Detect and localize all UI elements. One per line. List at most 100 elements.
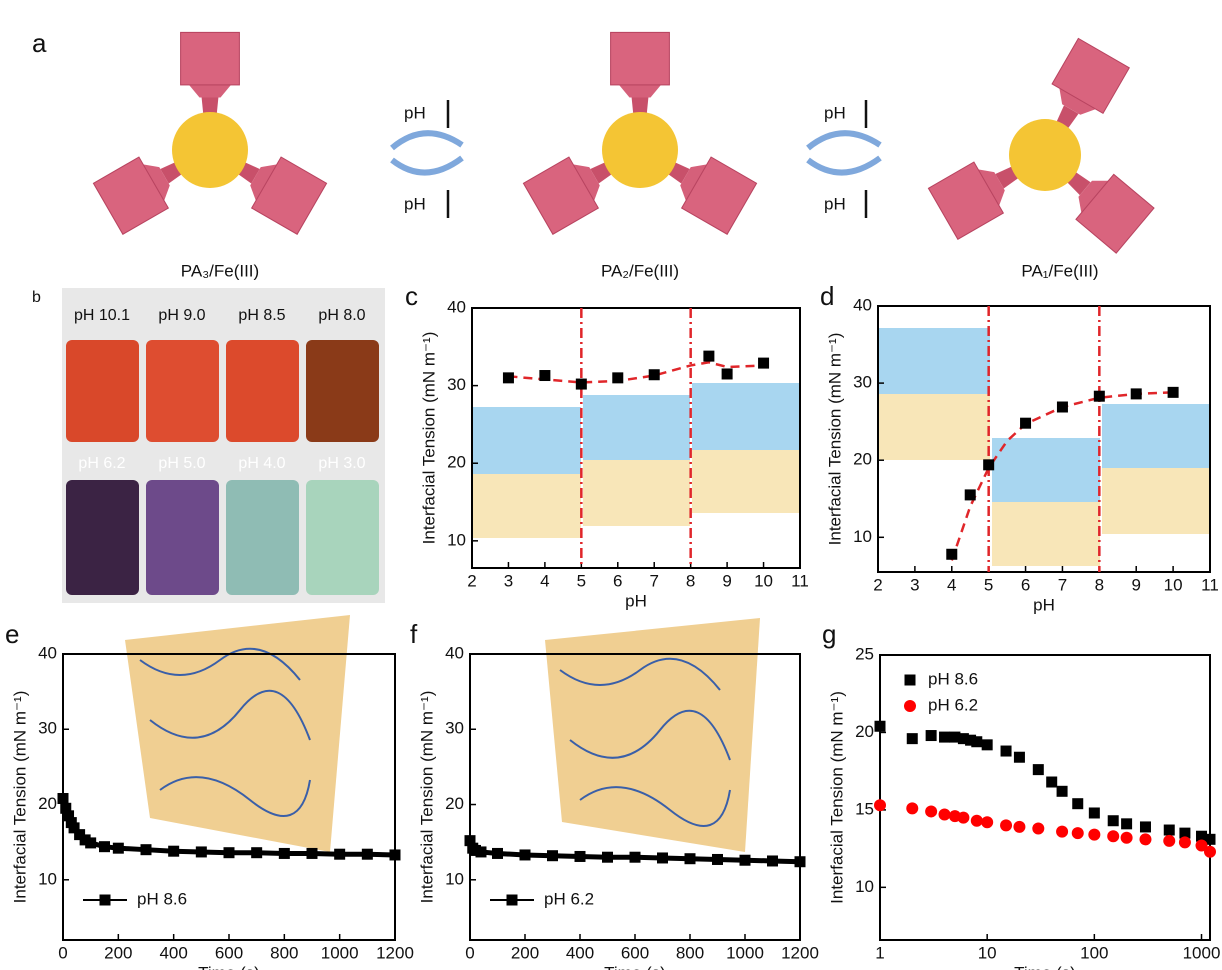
y-axis-title: Interfacial Tension (mN m⁻¹) (419, 332, 438, 545)
point (982, 739, 993, 750)
legend-label: pH 8.6 (137, 889, 187, 908)
point (1032, 822, 1044, 834)
point (1057, 402, 1068, 413)
x-tick-label: 400 (566, 943, 594, 962)
point (547, 850, 558, 861)
point (925, 805, 937, 817)
species-label: PA₂/Fe(III) (601, 261, 679, 280)
y-tick-label: 20 (853, 450, 872, 469)
point (1140, 821, 1151, 832)
vial-label: pH 5.0 (158, 455, 205, 472)
x-tick-label: 6 (1021, 575, 1030, 594)
point (957, 812, 969, 824)
y-tick-label: 40 (38, 643, 57, 662)
point (1107, 830, 1119, 842)
point (875, 721, 886, 732)
panel-label: d (820, 281, 834, 311)
x-tick-label: 9 (1131, 575, 1140, 594)
y-tick-label: 20 (447, 453, 466, 472)
y-tick-label: 10 (38, 869, 57, 888)
point (224, 847, 235, 858)
point (874, 799, 886, 811)
x-axis-title: pH (625, 591, 647, 610)
point (939, 732, 950, 743)
figure: a pH pH pH pH PA₃/ (0, 0, 1222, 970)
x-tick-label: 10 (978, 943, 997, 962)
point (1057, 786, 1068, 797)
panel-label: a (32, 28, 47, 58)
point (113, 843, 124, 854)
point (939, 809, 951, 821)
arrow-label: pH (824, 194, 846, 213)
y-tick-label: 40 (447, 297, 466, 316)
point (58, 793, 69, 804)
vial-label: pH 3.0 (318, 455, 365, 472)
legend-label: pH 8.6 (928, 669, 978, 688)
x-tick-label: 2 (467, 571, 476, 590)
vial-label: pH 4.0 (238, 455, 285, 472)
legend-marker (507, 895, 518, 906)
legend-marker (905, 675, 916, 686)
point (1001, 746, 1012, 757)
legend-marker (904, 700, 916, 712)
point (307, 848, 318, 859)
x-tick-label: 1000 (321, 943, 359, 962)
point (965, 489, 976, 500)
legend-label: pH 6.2 (928, 695, 978, 714)
molecule (93, 32, 326, 234)
point (703, 351, 714, 362)
point (906, 802, 918, 814)
x-axis-title: Time (s) (1014, 963, 1076, 970)
x-tick-label: 200 (511, 943, 539, 962)
x-tick-label: 11 (791, 571, 809, 590)
x-tick-label: 400 (159, 943, 187, 962)
point (712, 854, 723, 865)
y-axis-title: Interfacial Tension (mN m⁻¹) (825, 333, 844, 546)
x-axis-title: pH (1033, 595, 1055, 614)
vial-label: pH 10.1 (74, 307, 130, 324)
x-tick-label: 0 (58, 943, 67, 962)
x-tick-label: 5 (577, 571, 586, 590)
point (1000, 819, 1012, 831)
point (971, 736, 982, 747)
point (334, 849, 345, 860)
x-tick-label: 3 (504, 571, 513, 590)
point (758, 358, 769, 369)
arrow-label: pH (824, 103, 846, 122)
point (575, 851, 586, 862)
schematic: a pH pH pH pH PA₃/ (32, 28, 1154, 281)
x-tick-label: 200 (104, 943, 132, 962)
point (946, 549, 957, 560)
point (141, 844, 152, 855)
y-tick-label: 30 (445, 719, 464, 738)
vial-label: pH 8.5 (238, 307, 285, 324)
y-tick-label: 25 (855, 644, 874, 663)
point (1020, 418, 1031, 429)
point (476, 846, 487, 857)
point (907, 733, 918, 744)
y-tick-label: 30 (447, 375, 466, 394)
point (685, 853, 696, 864)
x-tick-label: 1000 (726, 943, 764, 962)
x-tick-label: 11 (1201, 575, 1219, 594)
x-tick-label: 8 (686, 571, 695, 590)
panel-label: b (32, 289, 41, 306)
y-axis-title: Interfacial Tension (mN m⁻¹) (827, 691, 846, 904)
x-tick-label: 1200 (376, 943, 414, 962)
legend-label: pH 6.2 (544, 889, 594, 908)
point (251, 847, 262, 858)
y-tick-label: 20 (855, 722, 874, 741)
point (503, 372, 514, 383)
point (85, 837, 96, 848)
vial-label: pH 8.0 (318, 307, 365, 324)
point (1056, 826, 1068, 838)
point (279, 848, 290, 859)
y-tick-label: 30 (853, 373, 872, 392)
point (602, 852, 613, 863)
x-tick-label: 10 (754, 571, 773, 590)
panel-label: e (5, 619, 19, 649)
point (1168, 387, 1179, 398)
point (1121, 832, 1133, 844)
y-axis-title: Interfacial Tension (mN m⁻¹) (10, 691, 29, 904)
x-tick-label: 6 (613, 571, 622, 590)
